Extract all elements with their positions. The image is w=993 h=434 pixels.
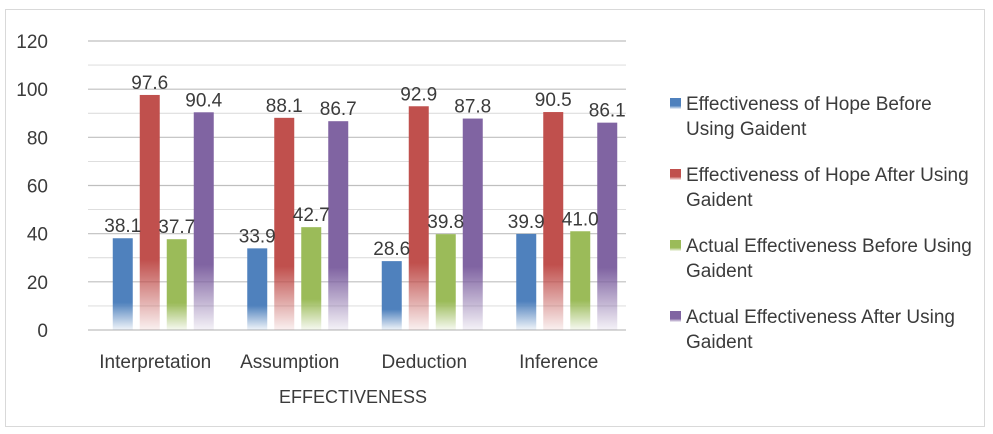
data-label: 86.7 [320,99,357,120]
legend: Effectiveness of Hope Before Using Gaiden… [670,94,972,353]
data-label: 87.8 [454,97,491,118]
legend-label: Gaident [686,261,753,282]
data-label: 90.4 [185,90,222,111]
y-tick-label: 0 [37,321,48,342]
bar-assumption-series-2 [274,117,295,330]
x-category-label: Deduction [381,352,467,373]
y-axis-ticks: 0 20 40 60 80 100 120 [16,32,48,342]
data-label: 39.9 [508,212,545,233]
data-label: 86.1 [589,101,626,122]
legend-label: Using Gaident [686,119,807,140]
data-label: 33.9 [239,226,276,247]
bar-assumption-series-1 [247,248,268,330]
legend-label: Gaident [686,190,753,211]
data-label: 42.7 [293,205,330,226]
data-labels: 38.1 97.6 37.7 90.4 33.9 88.1 42.7 86.7 28.6 92.9… [104,73,625,260]
bar-deduction-series-2 [408,106,429,330]
bar-assumption-series-3 [301,227,322,330]
bar-interpretation-series-3 [166,239,187,330]
legend-swatch [670,169,681,180]
y-tick-label: 100 [16,80,48,101]
legend-swatch [670,240,681,251]
bar-interpretation-series-1 [112,238,133,330]
y-tick-label: 80 [27,128,48,149]
bar-deduction-series-4 [462,118,483,330]
y-tick-label: 40 [27,225,48,246]
x-category-label: Assumption [240,352,339,373]
y-tick-label: 20 [27,273,48,294]
legend-item: Effectiveness of Hope Before Using Gaiden… [670,94,932,140]
data-label: 28.6 [373,239,410,260]
data-label: 90.5 [535,90,572,111]
bar-inference-series-1 [516,233,537,330]
y-tick-label: 60 [27,177,48,198]
data-label: 38.1 [104,216,141,237]
legend-label: Effectiveness of Hope Before [686,94,932,115]
data-label: 41.0 [562,209,599,230]
legend-label: Effectiveness of Hope After Using [686,165,969,186]
bar-interpretation-series-4 [193,112,214,330]
bar-deduction-series-1 [381,261,402,330]
data-label: 39.8 [427,212,464,233]
bar-interpretation-series-2 [139,94,160,331]
data-label: 37.7 [158,217,195,238]
data-label: 88.1 [266,96,303,117]
y-tick-label: 120 [16,32,48,53]
legend-swatch [670,98,681,109]
bars [112,94,618,331]
x-axis-categories: Interpretation Assumption Deduction Inferen… [99,352,598,373]
data-label: 97.6 [131,73,168,94]
legend-label: Actual Effectiveness After Using [686,307,955,328]
bar-deduction-series-3 [435,234,456,330]
bar-inference-series-4 [597,122,618,330]
x-category-label: Inference [519,352,598,373]
data-label: 92.9 [400,84,437,105]
legend-swatch [670,311,681,322]
x-axis-title: EFFECTIVENESS [279,387,427,407]
legend-item: Actual Effectiveness Before Using Gaident [670,236,972,282]
legend-item: Actual Effectiveness After Using Gaident [670,307,955,353]
bar-assumption-series-4 [328,121,349,330]
x-category-label: Interpretation [99,352,211,373]
legend-item: Effectiveness of Hope After Using Gaident [670,165,969,211]
bar-inference-series-2 [543,112,564,330]
bar-inference-series-3 [570,231,591,330]
legend-label: Actual Effectiveness Before Using [686,236,972,257]
chart-container [5,9,985,427]
legend-label: Gaident [686,332,753,353]
